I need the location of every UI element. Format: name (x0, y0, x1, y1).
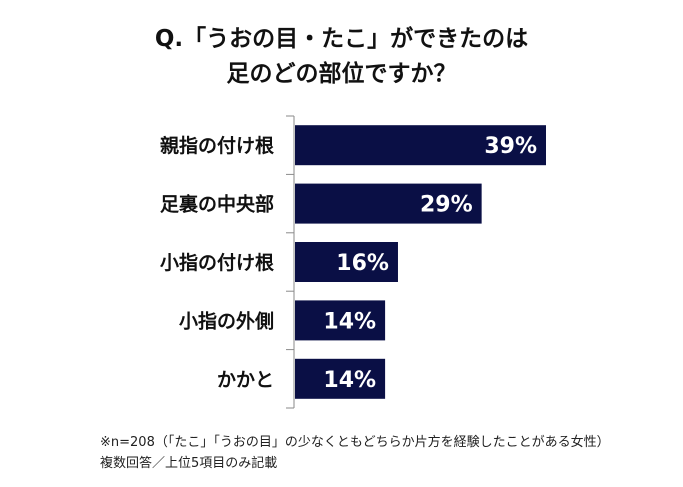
bar (295, 300, 386, 341)
sample-note: ※n=208（「たこ」「うおの目」の少なくともどちらか片方を経験したことがある女… (100, 435, 610, 450)
bar (295, 125, 546, 166)
answer-note: 複数回答／上位5項目のみ記載 (100, 456, 278, 471)
data-label: 14% (323, 368, 376, 393)
chart-title-line-2: 足のどの部位ですか？ (226, 61, 457, 87)
category-label: 小指の付け根 (160, 251, 274, 274)
data-label: 16% (336, 251, 389, 276)
category-label: 親指の付け根 (160, 134, 274, 157)
data-label: 14% (323, 309, 376, 334)
data-label: 29% (420, 193, 473, 218)
chart-title-line-1: Q.「うおの目・たこ」ができたのは (154, 26, 529, 52)
bar (295, 242, 398, 282)
data-label: 39% (484, 134, 537, 159)
category-label: かかと (217, 369, 274, 391)
category-label: 小指の外側 (179, 309, 274, 332)
bar (295, 183, 482, 224)
category-label: 足裏の中央部 (160, 193, 274, 216)
bar (295, 358, 386, 399)
